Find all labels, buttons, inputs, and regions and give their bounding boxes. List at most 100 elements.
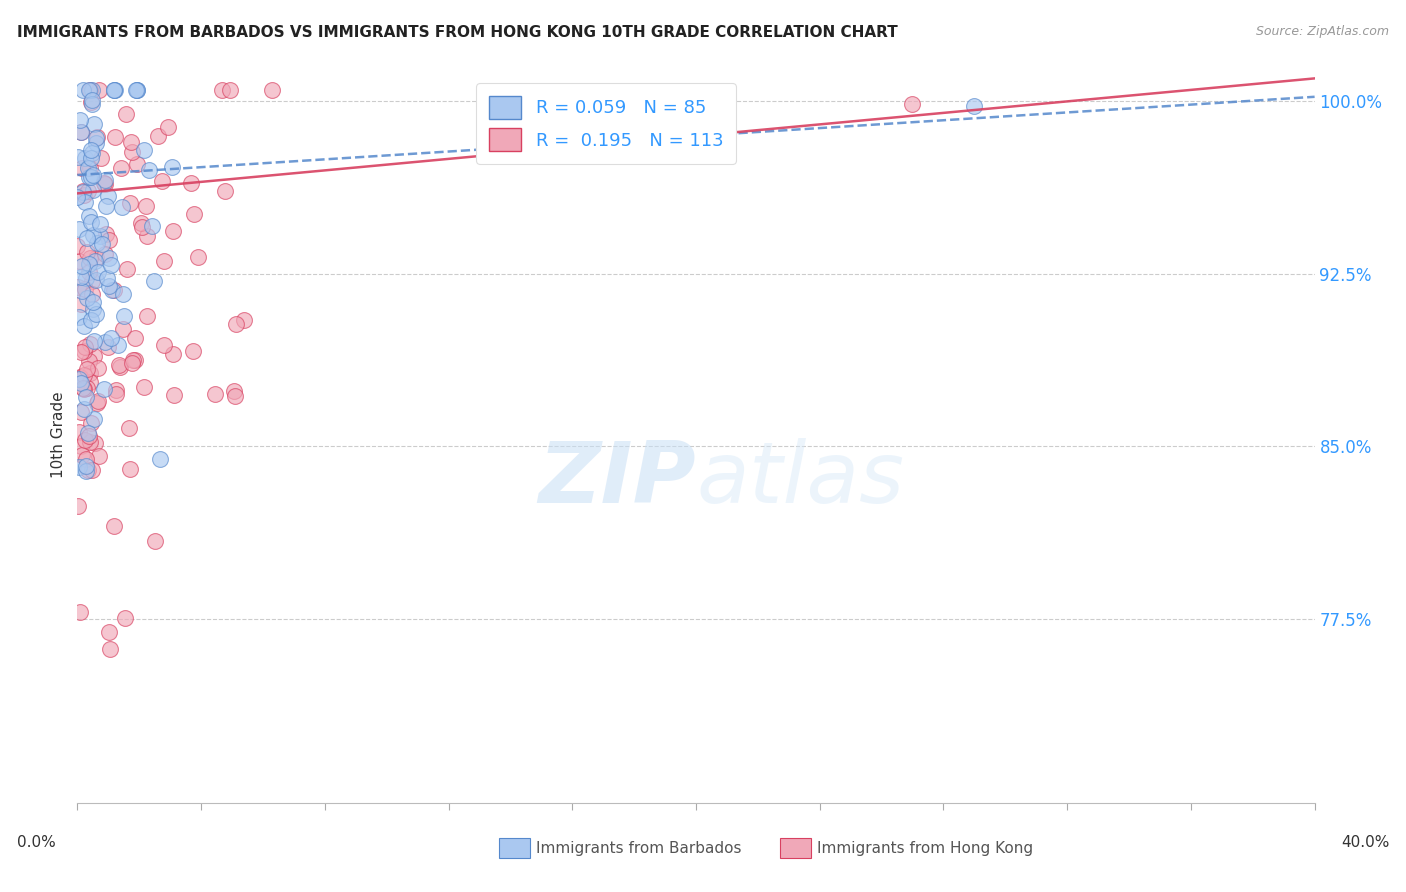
- Point: [112, 309, 135, 323]
- Legend: R = 0.059   N = 85, R =  0.195   N = 113: R = 0.059 N = 85, R = 0.195 N = 113: [477, 83, 735, 164]
- Point: [79, 375, 101, 389]
- Point: [75, 452, 97, 467]
- Point: [77, 353, 100, 368]
- Text: Immigrants from Hong Kong: Immigrants from Hong Kong: [817, 841, 1033, 855]
- Point: [97, 189, 120, 203]
- Point: [150, 174, 173, 188]
- Point: [75, 459, 97, 474]
- Point: [80, 83, 103, 97]
- Point: [79, 143, 101, 157]
- Point: [141, 219, 163, 233]
- Point: [86, 395, 108, 409]
- Point: [121, 356, 143, 370]
- Point: [89, 229, 111, 244]
- Point: [214, 184, 236, 198]
- Point: [69, 344, 91, 359]
- Point: [73, 318, 96, 333]
- Point: [131, 219, 153, 234]
- Point: [83, 254, 105, 268]
- Point: [93, 176, 115, 190]
- Point: [162, 224, 184, 238]
- Point: [136, 310, 159, 324]
- Point: [77, 184, 100, 198]
- Point: [77, 161, 100, 175]
- Point: [80, 214, 103, 228]
- Point: [67, 310, 90, 324]
- Point: [70, 270, 93, 285]
- Point: [125, 83, 148, 97]
- Point: [156, 120, 179, 134]
- Point: [132, 380, 155, 394]
- Point: [77, 429, 100, 443]
- Point: [83, 334, 105, 348]
- Point: [211, 83, 233, 97]
- Point: [76, 244, 98, 259]
- Point: [183, 207, 205, 221]
- Point: [100, 259, 122, 273]
- Point: [153, 338, 176, 352]
- Point: [87, 361, 110, 376]
- Point: [103, 519, 125, 533]
- Point: [73, 282, 96, 296]
- Point: [89, 217, 111, 231]
- Point: [963, 99, 986, 113]
- Point: [98, 233, 121, 247]
- Point: [87, 83, 110, 97]
- Point: [91, 236, 114, 251]
- Point: [69, 605, 91, 619]
- Point: [79, 435, 101, 450]
- Point: [70, 125, 93, 139]
- Point: [84, 435, 107, 450]
- Point: [233, 313, 256, 327]
- Point: [124, 331, 146, 345]
- Point: [120, 462, 142, 476]
- Point: [118, 420, 141, 434]
- Point: [73, 433, 96, 447]
- Point: [204, 386, 226, 401]
- Point: [77, 256, 100, 270]
- Point: [104, 387, 127, 401]
- Text: ZIP: ZIP: [538, 437, 696, 521]
- Point: [69, 404, 91, 418]
- Point: [152, 253, 174, 268]
- Point: [162, 347, 184, 361]
- Text: 0.0%: 0.0%: [17, 836, 56, 850]
- Point: [100, 331, 122, 345]
- Point: [121, 145, 143, 160]
- Point: [76, 291, 98, 305]
- Point: [79, 366, 101, 380]
- Point: [82, 168, 104, 182]
- Point: [66, 239, 89, 253]
- Point: [132, 143, 155, 157]
- Point: [77, 209, 100, 223]
- Point: [70, 125, 93, 139]
- Point: [114, 611, 136, 625]
- Point: [67, 459, 90, 474]
- Point: [104, 130, 127, 145]
- Point: [73, 402, 96, 417]
- Point: [135, 199, 157, 213]
- Point: [180, 176, 202, 190]
- Point: [110, 359, 132, 374]
- Point: [86, 235, 108, 250]
- Point: [111, 286, 134, 301]
- Point: [82, 302, 104, 317]
- Point: [84, 130, 107, 145]
- Point: [93, 335, 115, 350]
- Point: [120, 195, 142, 210]
- Point: [94, 178, 117, 192]
- Point: [82, 295, 104, 310]
- Point: [125, 83, 148, 97]
- Text: 40.0%: 40.0%: [1341, 836, 1389, 850]
- Point: [104, 83, 127, 97]
- Text: atlas: atlas: [696, 437, 904, 521]
- Point: [72, 185, 94, 199]
- Point: [80, 93, 103, 107]
- Point: [82, 286, 104, 301]
- Point: [94, 173, 117, 187]
- Point: [79, 169, 101, 184]
- Point: [72, 284, 94, 298]
- Point: [83, 349, 105, 363]
- Point: [72, 381, 94, 395]
- Point: [80, 417, 103, 431]
